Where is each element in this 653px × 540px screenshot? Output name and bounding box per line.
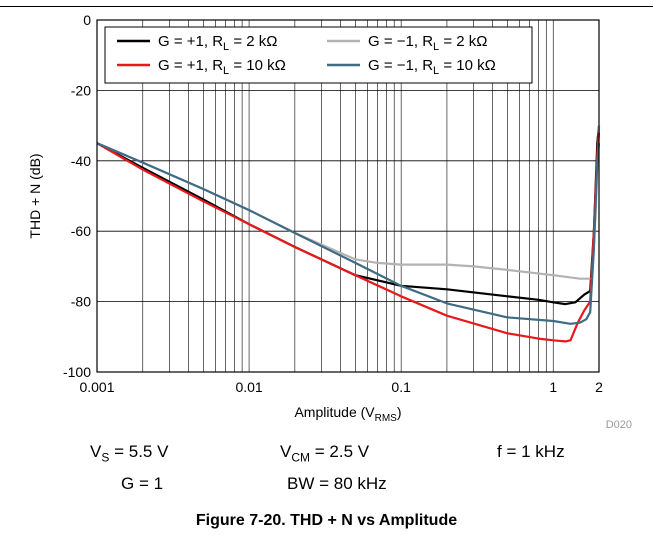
series-line-1 bbox=[96, 125, 601, 306]
figure-caption: Figure 7-20. THD + N vs Amplitude bbox=[195, 512, 458, 529]
series-line-2 bbox=[96, 125, 601, 280]
legend-label-2: G = −1, RL = 2 kΩ bbox=[368, 33, 488, 53]
y-tick-label: -60 bbox=[71, 223, 91, 239]
x-tick-label: 0.1 bbox=[391, 379, 411, 395]
legend-label-3: G = +1, RL = 10 kΩ bbox=[158, 57, 286, 77]
series-line-3 bbox=[96, 132, 601, 343]
top-rule bbox=[0, 6, 653, 7]
legend-box bbox=[104, 26, 533, 84]
series-line-4 bbox=[96, 142, 601, 325]
x-tick-label: 0.001 bbox=[79, 379, 114, 395]
y-tick-label: -80 bbox=[71, 294, 91, 310]
y-axis-label: THD + N (dB) bbox=[27, 153, 43, 238]
y-tick-label: 0 bbox=[83, 12, 91, 28]
condition-vs: VS = 5.5 V bbox=[90, 442, 169, 465]
condition-frequency: f = 1 kHz bbox=[497, 442, 565, 461]
legend-label-1: G = +1, RL = 2 kΩ bbox=[158, 33, 278, 53]
x-axis-label: Amplitude (VRMS) bbox=[294, 404, 401, 424]
condition-vcm: VCM = 2.5 V bbox=[280, 442, 370, 465]
chart-legend: G = +1, RL = 2 kΩ G = −1, RL = 2 kΩ G = +1… bbox=[104, 26, 533, 84]
figure-code: D020 bbox=[606, 419, 632, 430]
y-tick-label: -40 bbox=[71, 153, 91, 169]
y-tick-label: -100 bbox=[63, 364, 91, 380]
chart-series-lines bbox=[96, 125, 601, 343]
thd-vs-amplitude-chart: G = +1, RL = 2 kΩ G = −1, RL = 2 kΩ G = +1… bbox=[27, 12, 632, 430]
condition-gain: G = 1 bbox=[121, 474, 164, 493]
x-tick-label: 0.01 bbox=[235, 379, 262, 395]
x-tick-label: 1 bbox=[549, 379, 557, 395]
condition-bandwidth: BW = 80 kHz bbox=[287, 474, 387, 493]
plot-frame bbox=[96, 19, 600, 373]
y-tick-label: -20 bbox=[71, 82, 91, 98]
x-tick-label: 2 bbox=[595, 379, 603, 395]
legend-label-4: G = −1, RL = 10 kΩ bbox=[368, 57, 496, 77]
